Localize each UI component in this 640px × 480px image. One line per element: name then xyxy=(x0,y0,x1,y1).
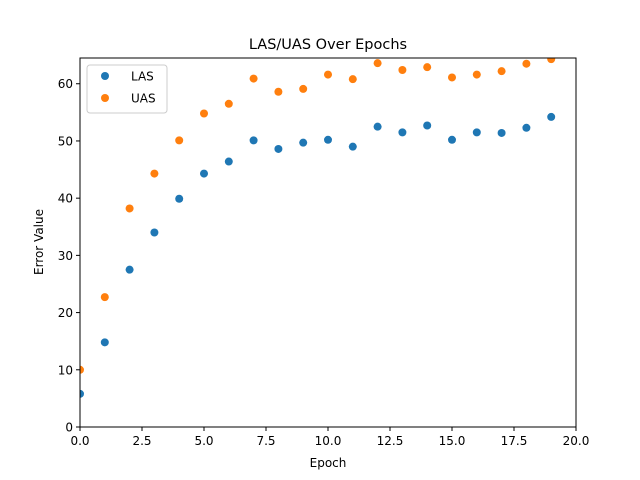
data-point-las xyxy=(497,128,506,137)
legend-label-uas: UAS xyxy=(131,92,156,106)
y-tick-label: 10 xyxy=(58,363,73,377)
x-tick-label: 20.0 xyxy=(563,434,590,448)
data-point-uas xyxy=(423,63,432,72)
y-tick-label: 50 xyxy=(58,134,73,148)
data-point-las xyxy=(80,389,84,398)
y-axis-label: Error Value xyxy=(32,209,46,275)
points-layer xyxy=(80,58,556,398)
data-point-las xyxy=(522,123,531,132)
data-point-uas xyxy=(398,66,407,75)
x-tick-label: 7.5 xyxy=(256,434,275,448)
data-point-uas xyxy=(448,73,456,82)
x-tick-label: 2.5 xyxy=(132,434,151,448)
data-point-las xyxy=(200,169,208,178)
y-tick-label: 30 xyxy=(58,249,73,263)
y-tick-label: 0 xyxy=(65,421,73,435)
data-point-las xyxy=(373,122,382,131)
data-point-las xyxy=(547,112,556,121)
data-point-las xyxy=(100,338,109,347)
x-tick-label: 12.5 xyxy=(377,434,404,448)
data-point-las xyxy=(324,135,332,144)
data-point-las xyxy=(175,194,184,203)
data-point-uas xyxy=(125,204,134,213)
data-point-las xyxy=(398,128,407,137)
y-axis: 0 10 20 30 40 50 60 xyxy=(58,77,80,435)
data-point-las xyxy=(348,142,357,151)
legend-marker-las xyxy=(101,72,109,80)
data-point-las xyxy=(224,157,233,166)
x-axis-label: Epoch xyxy=(310,456,347,470)
data-point-uas xyxy=(299,84,308,93)
y-tick-label: 20 xyxy=(58,306,73,320)
legend-box xyxy=(86,64,168,114)
x-tick-label: 10.0 xyxy=(315,434,342,448)
data-point-las xyxy=(423,121,432,130)
data-point-uas xyxy=(472,70,481,79)
y-tick-label: 40 xyxy=(58,192,73,206)
data-point-las xyxy=(472,128,481,137)
data-point-uas xyxy=(200,109,208,118)
data-point-uas xyxy=(249,74,258,83)
data-point-uas xyxy=(175,136,184,145)
x-tick-label: 5.0 xyxy=(194,434,213,448)
x-tick-label: 0.0 xyxy=(70,434,89,448)
data-point-uas xyxy=(224,99,233,108)
data-point-uas xyxy=(373,59,382,68)
legend: LAS UAS xyxy=(86,64,168,114)
y-tick-label: 60 xyxy=(58,77,73,91)
data-point-uas xyxy=(547,58,556,64)
data-point-las xyxy=(125,265,134,274)
data-point-las xyxy=(274,144,283,153)
data-point-las xyxy=(249,136,258,145)
x-tick-label: 15.0 xyxy=(439,434,466,448)
x-axis: 0.0 2.5 5.0 7.5 10.0 12.5 15.0 17.5 20.0 xyxy=(70,427,589,448)
data-point-las xyxy=(299,138,308,147)
data-point-uas xyxy=(80,365,84,374)
data-point-uas xyxy=(348,75,357,84)
data-point-uas xyxy=(522,59,531,68)
data-point-uas xyxy=(100,293,109,302)
data-point-las xyxy=(448,135,456,144)
data-point-las xyxy=(150,228,159,237)
data-point-uas xyxy=(150,169,159,178)
data-point-uas xyxy=(497,67,506,76)
x-tick-label: 17.5 xyxy=(501,434,528,448)
data-point-uas xyxy=(274,87,283,96)
legend-marker-uas xyxy=(101,94,109,102)
chart-title: LAS/UAS Over Epochs xyxy=(249,37,407,53)
legend-label-las: LAS xyxy=(131,70,154,84)
data-point-uas xyxy=(324,70,332,79)
